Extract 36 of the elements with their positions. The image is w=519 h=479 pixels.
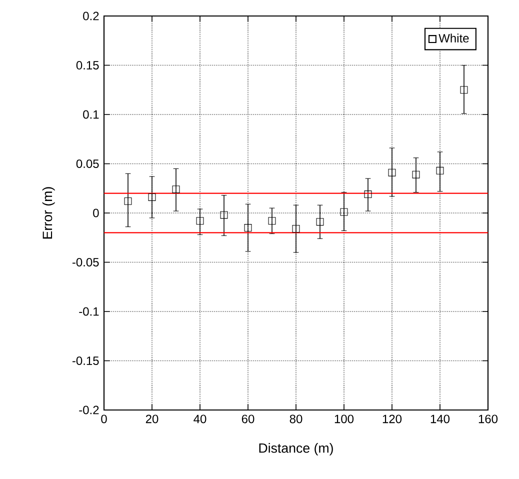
- x-axis-title: Distance (m): [259, 443, 333, 456]
- point: [148, 194, 156, 201]
- y-tick-label: 0.05: [76, 159, 99, 168]
- point: [436, 166, 444, 174]
- y-tick-label: -0.1: [79, 307, 99, 316]
- y-tick-label: 0.2: [83, 12, 99, 20]
- legend-label: White: [438, 34, 469, 43]
- point: [268, 217, 276, 225]
- x-tick-label: 60: [242, 414, 254, 424]
- x-tick-label: 120: [382, 414, 402, 424]
- x-tick-label: 140: [430, 414, 450, 424]
- point: [460, 86, 468, 94]
- point: [364, 190, 372, 198]
- point: [316, 218, 324, 226]
- point: [244, 224, 252, 232]
- y-tick-label: -0.05: [72, 258, 99, 266]
- point: [220, 211, 228, 219]
- point: [124, 197, 132, 205]
- point: [196, 217, 204, 225]
- x-tick-label: 20: [146, 414, 158, 424]
- point: [340, 208, 348, 216]
- y-tick-label: 0.15: [76, 60, 99, 70]
- x-tick-label: 40: [194, 414, 206, 424]
- point: [172, 186, 180, 194]
- y-tick-label: -0.15: [72, 356, 99, 365]
- y-tick-label: -0.2: [79, 406, 99, 414]
- y-tick-label: 0.1: [83, 110, 99, 119]
- x-tick-label: 0: [101, 414, 107, 424]
- x-tick-label: 80: [290, 414, 302, 424]
- y-tick-label: 0: [93, 208, 99, 218]
- x-tick-label: 160: [478, 414, 498, 424]
- x-tick-label: 100: [334, 414, 354, 424]
- y-axis-title: Error (m): [42, 187, 55, 239]
- point: [292, 225, 300, 232]
- point: [412, 170, 420, 178]
- point: [388, 168, 396, 176]
